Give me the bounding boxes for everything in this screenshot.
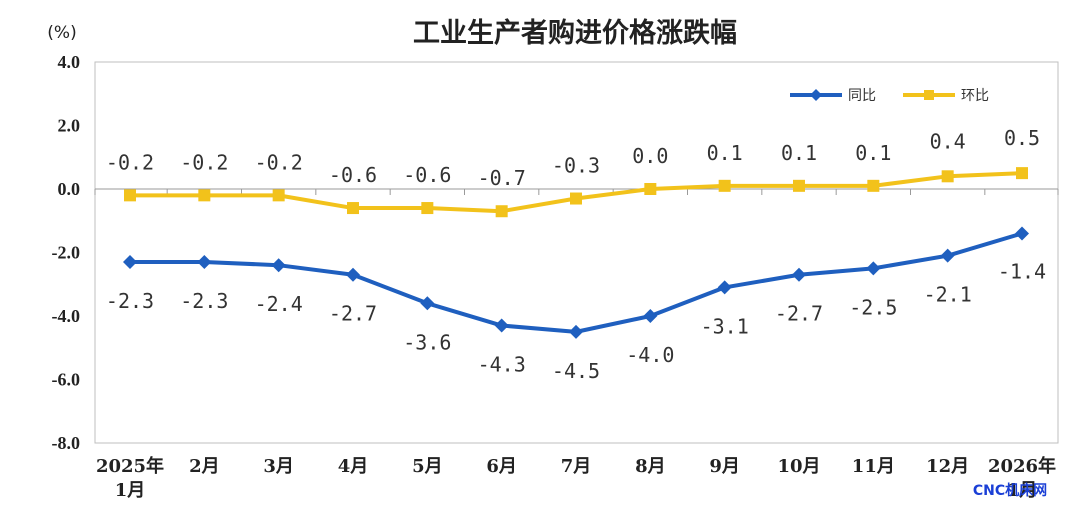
data-label: -0.2 [255,150,303,174]
x-tick-label: 3月 [263,456,294,477]
data-point [643,309,658,323]
data-point [644,183,657,195]
data-label: 0.1 [855,141,891,165]
data-point [347,202,359,215]
data-point [420,296,435,311]
data-point [495,205,508,218]
data-label: -0.7 [478,166,526,190]
data-point [197,255,212,270]
data-point [272,189,285,202]
data-point [793,179,805,192]
x-tick-label: 2025年 1月 [96,455,164,501]
x-tick-label: 12月 [926,456,969,477]
series-yoy: -2.3 -2.3 -2.4 -2.7 -3.6 -4.3 -4.5 -4.0 -3.1 -2.7… [106,226,1046,383]
x-tick-label: 11月 [852,456,895,477]
data-label: -3.1 [701,314,749,338]
data-label: -0.2 [180,150,228,174]
x-tick-label: 9月 [709,456,740,477]
x-tick-label: 2026年 1月 [988,455,1056,501]
y-axis-unit: (%) [47,23,76,43]
y-axis: 4.0 2.0 0.0 -2.0 -4.0 -6.0 -8.0 [52,52,81,453]
data-point [866,261,881,276]
data-label: 0.5 [1004,126,1040,150]
data-point [569,324,583,339]
legend-swatch-marker [924,90,934,100]
data-label: -0.2 [106,150,154,174]
data-label: -4.5 [552,359,600,383]
data-label: -2.3 [180,289,228,313]
data-point [1015,226,1029,241]
x-tick-label: 8月 [635,456,666,477]
series-line [130,171,1023,214]
x-tick-label: 7月 [561,456,592,477]
data-label: -3.6 [403,330,451,354]
data-point [941,170,954,183]
data-point [198,189,211,202]
data-label: -2.4 [255,292,303,316]
x-tick-label: 6月 [486,456,517,477]
data-label: -0.6 [329,163,377,187]
x-tick-label: 10月 [777,456,820,477]
plot-area-border [94,61,1059,444]
data-label: -0.6 [403,163,451,187]
y-tick-label: 2.0 [58,116,81,136]
data-point [940,248,955,263]
data-point [867,179,880,192]
data-label: -4.0 [626,343,674,367]
zero-axis [94,188,1059,195]
data-label: 0.1 [781,141,817,165]
data-point [271,258,286,273]
data-point [494,318,509,333]
series-mom: -0.2 -0.2 -0.2 -0.6 -0.6 -0.7 -0.3 0.0 0.1 0.1 0.1… [106,126,1040,218]
data-label: -2.5 [849,295,897,319]
data-point [1016,167,1028,180]
watermark: CNC机床网 [973,482,1047,499]
data-point [718,179,731,192]
data-point [421,202,434,215]
y-tick-label: -4.0 [52,306,81,326]
data-label: -0.3 [552,154,600,178]
data-label: -1.4 [998,259,1046,283]
data-point [123,255,137,270]
data-label: 0.4 [930,129,966,153]
legend-label: 同比 [848,88,876,104]
data-label: 0.0 [632,144,668,168]
data-label: -2.7 [775,302,823,326]
y-tick-label: 4.0 [58,52,81,72]
data-label: 0.1 [707,141,743,165]
x-tick-label: 4月 [338,456,369,477]
data-label: -2.3 [106,289,154,313]
data-label: -2.1 [924,283,972,307]
legend-swatch-marker [810,89,822,101]
legend-label: 环比 [961,88,989,104]
data-point [346,267,360,282]
x-tick-label: 5月 [412,456,443,477]
x-axis: 2025年 1月 2月 3月 4月 5月 6月 7月 8月 9月 10月 11月 12月 2026年 1月 [96,455,1056,501]
data-point [792,267,806,282]
legend: 同比 环比 [790,88,989,104]
data-point [124,189,136,202]
y-tick-label: -8.0 [52,433,81,453]
chart-title: 工业生产者购进价格涨跌幅 [413,18,737,49]
data-label: -2.7 [329,302,377,326]
y-tick-label: -2.0 [52,243,81,263]
y-tick-label: 0.0 [58,179,81,199]
y-tick-label: -6.0 [52,370,81,390]
data-label: -4.3 [478,353,526,377]
data-point [570,192,582,205]
x-tick-label: 2月 [189,456,220,477]
data-point [717,280,732,295]
series-group: -2.3 -2.3 -2.4 -2.7 -3.6 -4.3 -4.5 -4.0 -3.1 -2.7… [106,126,1046,383]
